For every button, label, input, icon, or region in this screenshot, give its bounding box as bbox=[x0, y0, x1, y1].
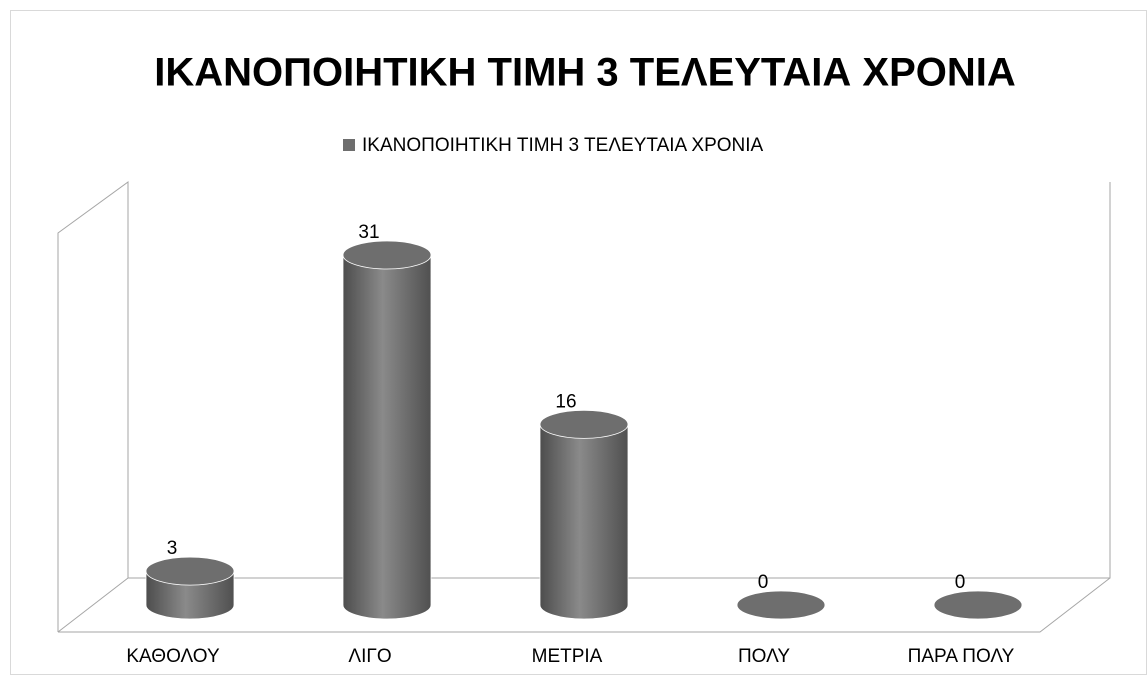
data-label: 3 bbox=[167, 538, 178, 559]
cylinder-top bbox=[736, 590, 826, 620]
bar bbox=[145, 556, 235, 620]
legend-label: ΙΚΑΝΟΠΟΙΗΤΙΚΗ ΤΙΜΗ 3 ΤΕΛΕΥΤΑΙΑ ΧΡΟΝΙΑ bbox=[362, 135, 764, 156]
chart-title: ΙΚΑΝΟΠΟΙΗΤΙΚΗ ΤΙΜΗ 3 ΤΕΛΕΥΤΑΙΑ ΧΡΟΝΙΑ bbox=[154, 51, 1016, 95]
bar bbox=[736, 590, 826, 620]
cylinder-top bbox=[933, 590, 1023, 620]
data-label: 0 bbox=[955, 572, 966, 593]
cylinder-top bbox=[342, 240, 432, 270]
x-tick-label: ΜΕΤΡΙΑ bbox=[532, 646, 603, 667]
bar bbox=[539, 409, 629, 620]
x-tick-label: ΠΟΛΥ bbox=[738, 646, 790, 667]
x-tick-label: ΠΑΡΑ ΠΟΛΥ bbox=[908, 646, 1015, 667]
bar bbox=[933, 590, 1023, 620]
data-label: 31 bbox=[358, 222, 379, 243]
side-wall bbox=[57, 181, 129, 633]
bar bbox=[342, 240, 432, 620]
floor bbox=[58, 577, 1111, 633]
cylinder-body bbox=[539, 423, 629, 620]
x-tick-label: ΛΙΓΟ bbox=[348, 646, 391, 667]
data-label: 0 bbox=[758, 572, 769, 593]
x-tick-label: ΚΑΘΟΛΟΥ bbox=[126, 646, 220, 667]
cylinder-top bbox=[539, 409, 629, 439]
legend-swatch bbox=[343, 139, 355, 151]
data-label: 16 bbox=[555, 391, 576, 412]
cylinder-top bbox=[145, 556, 235, 586]
cylinder-body bbox=[342, 254, 432, 620]
